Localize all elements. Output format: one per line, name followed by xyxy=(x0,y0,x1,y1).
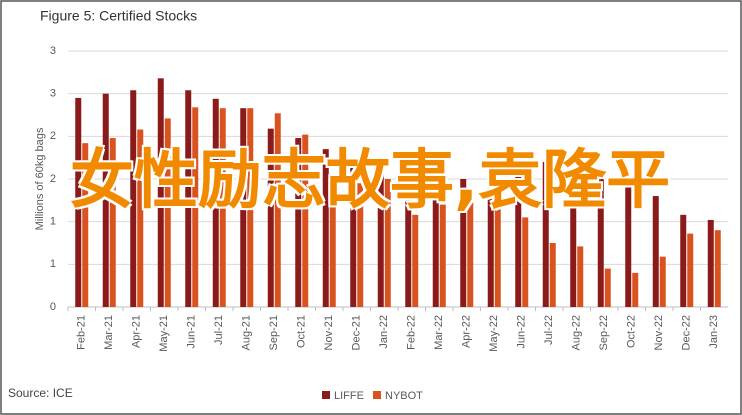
bar xyxy=(329,179,336,307)
bar xyxy=(240,108,247,307)
bar xyxy=(357,183,364,307)
x-tick-label: Jan-23 xyxy=(708,315,720,349)
legend-swatch xyxy=(322,391,330,399)
y-tick-label: 1 xyxy=(50,216,56,228)
bar xyxy=(687,233,694,307)
y-tick-label: 2 xyxy=(50,130,56,142)
bar xyxy=(714,230,721,307)
bar xyxy=(577,246,584,307)
bar xyxy=(157,78,164,307)
bar xyxy=(405,176,412,307)
x-tick-label: Jan-22 xyxy=(378,315,390,349)
bar xyxy=(322,149,329,307)
bar xyxy=(75,97,82,307)
bar xyxy=(652,196,659,307)
bar xyxy=(219,108,226,307)
x-tick-label: Mar-21 xyxy=(103,315,115,350)
bar xyxy=(377,161,384,307)
y-tick-label: 0 xyxy=(50,301,56,313)
bar xyxy=(185,90,192,308)
y-axis-label: Millions of 60kg bags xyxy=(34,127,46,230)
bar xyxy=(460,179,467,307)
x-tick-label: Apr-22 xyxy=(461,315,473,348)
x-tick-label: Nov-22 xyxy=(653,315,665,350)
bar xyxy=(439,204,446,307)
y-tick-label: 1 xyxy=(50,258,56,270)
bar xyxy=(109,138,116,307)
x-tick-label: Sep-21 xyxy=(268,315,280,350)
chart-title: Figure 5: Certified Stocks xyxy=(40,8,197,24)
bar xyxy=(267,128,274,307)
x-tick-label: Oct-21 xyxy=(296,315,308,348)
bar xyxy=(432,179,439,307)
legend-label: LIFFE xyxy=(334,390,364,402)
bar xyxy=(570,187,577,307)
legend-label: NYBOT xyxy=(385,390,423,402)
bar xyxy=(467,196,474,307)
x-tick-label: Jun-21 xyxy=(186,315,198,349)
bar xyxy=(130,90,137,308)
bar xyxy=(295,138,302,307)
source: Source: ICE xyxy=(8,386,73,400)
bar xyxy=(597,179,604,307)
bar xyxy=(515,156,522,307)
bar xyxy=(102,93,109,308)
bar xyxy=(302,134,309,307)
x-tick-label: Feb-22 xyxy=(406,315,418,350)
x-tick-label: Jul-21 xyxy=(213,315,225,345)
x-tick-label: Jul-22 xyxy=(543,315,555,345)
bar xyxy=(542,161,549,307)
bar xyxy=(384,179,391,307)
x-tick-label: Dec-21 xyxy=(351,315,363,350)
bar xyxy=(659,256,666,307)
x-tick-label: Oct-22 xyxy=(626,315,638,348)
bar xyxy=(82,143,89,307)
bar xyxy=(274,113,281,307)
bar xyxy=(412,214,419,307)
bar xyxy=(192,107,199,307)
bar xyxy=(625,187,632,307)
bar xyxy=(680,214,687,307)
bar xyxy=(212,98,219,307)
x-tick-label: Jun-22 xyxy=(516,315,528,349)
bar xyxy=(604,268,611,307)
x-tick-label: Mar-22 xyxy=(433,315,445,350)
bar xyxy=(707,219,714,307)
x-tick-label: Aug-21 xyxy=(241,315,253,350)
bar xyxy=(549,243,556,307)
y-tick-label: 2 xyxy=(50,173,56,185)
bar xyxy=(350,161,357,307)
x-tick-label: Aug-22 xyxy=(571,315,583,350)
legend-swatch xyxy=(373,391,381,399)
bar xyxy=(632,272,639,307)
x-tick-label: May-22 xyxy=(488,315,500,352)
bar xyxy=(522,217,529,307)
bar xyxy=(487,160,494,307)
bar xyxy=(164,118,171,307)
bar xyxy=(494,196,501,307)
bar xyxy=(247,108,254,307)
y-tick-label: 3 xyxy=(50,45,56,57)
x-tick-label: Apr-21 xyxy=(131,315,143,348)
x-tick-label: Nov-21 xyxy=(323,315,335,350)
x-tick-label: Sep-22 xyxy=(598,315,610,350)
x-tick-label: Feb-21 xyxy=(76,315,88,350)
bar xyxy=(137,129,144,307)
x-tick-label: May-21 xyxy=(158,315,170,352)
x-tick-label: Dec-22 xyxy=(681,315,693,350)
watermark: 女性励志故事,袁隆平 xyxy=(69,144,671,218)
y-tick-label: 3 xyxy=(50,88,56,100)
